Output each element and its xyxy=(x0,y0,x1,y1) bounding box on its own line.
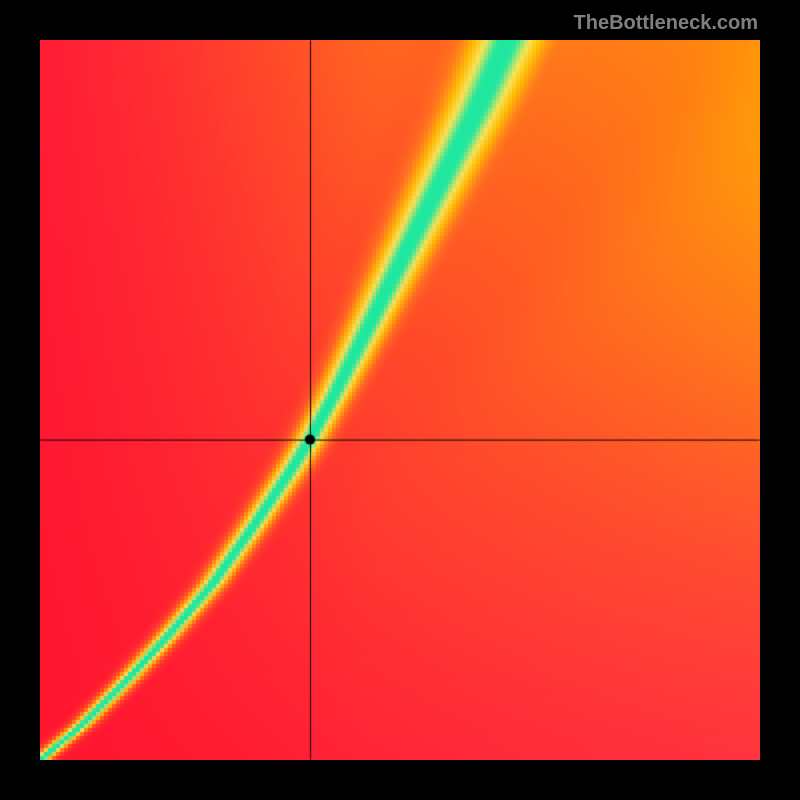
chart-container: TheBottleneck.com xyxy=(0,0,800,800)
heatmap-canvas xyxy=(40,40,760,760)
plot-area xyxy=(40,40,760,760)
watermark-text: TheBottleneck.com xyxy=(574,12,758,35)
